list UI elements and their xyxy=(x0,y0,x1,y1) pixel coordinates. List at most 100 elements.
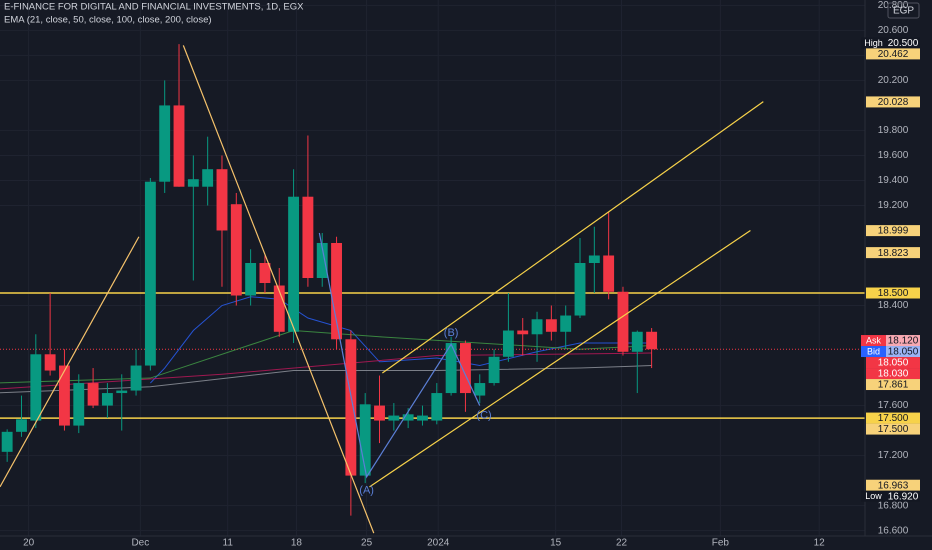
price-label: 18.050 xyxy=(888,347,919,358)
candle-body xyxy=(331,242,342,340)
price-tag-box xyxy=(861,37,886,49)
candle-body xyxy=(459,343,471,394)
candle-body xyxy=(187,179,199,187)
grid xyxy=(0,0,865,536)
candle-body xyxy=(245,262,257,296)
price-label: 20.500 xyxy=(888,38,919,49)
candle-body xyxy=(30,354,42,421)
indicator-legend: EMA (21, close, 50, close, 100, close, 2… xyxy=(4,15,212,26)
price-label-box xyxy=(866,423,920,435)
candle-body xyxy=(603,255,615,292)
candle-body xyxy=(59,365,70,426)
currency-box[interactable] xyxy=(887,2,920,19)
price-label-box xyxy=(866,479,920,491)
candle-body xyxy=(417,415,428,421)
price-label-box xyxy=(866,412,920,424)
price-tag-box xyxy=(861,346,886,358)
x-tick-label: 2024 xyxy=(427,538,450,549)
x-tick-label: 12 xyxy=(814,538,826,549)
plot-area: (A) (B) (C) xyxy=(0,44,865,534)
price-label: 18.030 xyxy=(878,369,909,380)
y-tick-label: 19.800 xyxy=(878,125,909,136)
y-tick-label: 18.400 xyxy=(878,300,909,311)
candle-body xyxy=(259,262,271,284)
candle-body xyxy=(173,105,185,187)
candle-body xyxy=(273,285,285,332)
candle-body xyxy=(388,415,400,421)
wave-label: (B) xyxy=(444,327,459,339)
price-label: 18.120 xyxy=(888,336,919,347)
candle-body xyxy=(502,330,514,357)
candle-body xyxy=(359,404,371,476)
price-label: 17.500 xyxy=(878,424,909,435)
candle-body xyxy=(144,181,156,366)
price-tag-box xyxy=(861,490,886,502)
price-label: 20.462 xyxy=(878,49,909,60)
y-tick-label: 20.800 xyxy=(878,0,909,11)
price-label-box xyxy=(866,379,920,391)
price-label-box xyxy=(866,368,920,380)
wave-label: (A) xyxy=(359,485,374,497)
y-tick-label: 17.200 xyxy=(878,450,909,461)
price-label-box xyxy=(866,96,920,108)
candle-body xyxy=(517,330,529,335)
price-label-box xyxy=(886,335,920,347)
price-label: 17.500 xyxy=(878,413,909,424)
price-tag-box xyxy=(861,335,886,347)
candle-body xyxy=(374,405,385,421)
price-label-box xyxy=(866,48,920,60)
x-tick-label: 11 xyxy=(223,538,234,549)
price-label-box xyxy=(886,490,920,502)
x-tick-label: 15 xyxy=(550,538,562,549)
trend-line xyxy=(318,232,481,479)
candle-body xyxy=(646,331,658,350)
candle-body xyxy=(545,319,557,332)
candle-body xyxy=(345,339,357,476)
x-tick-label: 25 xyxy=(361,538,373,549)
price-label-box xyxy=(866,357,920,369)
price-axis: 20.80020.60020.40020.20019.80019.60019.4… xyxy=(861,0,920,536)
candle-body xyxy=(202,169,214,187)
y-tick-label: 17.600 xyxy=(878,400,909,411)
y-tick-label: 16.800 xyxy=(878,500,909,511)
chart-title: E-FINANCE FOR DIGITAL AND FINANCIAL INVE… xyxy=(4,2,304,13)
candle-body xyxy=(474,383,486,396)
x-tick-label: Feb xyxy=(712,538,730,549)
y-tick-label: 19.200 xyxy=(878,200,909,211)
candle-body xyxy=(87,383,99,406)
candle-body xyxy=(574,262,586,316)
candle-body xyxy=(44,354,56,371)
y-tick-label: 16.600 xyxy=(878,525,909,536)
trend-line xyxy=(382,101,764,374)
price-label: 18.999 xyxy=(878,226,909,237)
price-tag: High xyxy=(864,38,883,48)
price-tag: Bid xyxy=(867,346,880,356)
candle-body xyxy=(288,196,300,332)
price-tag: Low xyxy=(865,491,882,501)
candle-body xyxy=(73,383,85,426)
candle-body xyxy=(445,343,457,394)
trend-line xyxy=(0,236,140,488)
price-label-box xyxy=(866,287,920,299)
price-label-box xyxy=(886,37,920,49)
candle-body xyxy=(130,365,142,391)
price-label-box xyxy=(866,225,920,237)
y-tick-label: 20.600 xyxy=(878,25,909,36)
price-tag: Ask xyxy=(866,335,882,345)
price-label: 17.861 xyxy=(878,380,909,391)
ema-line xyxy=(0,352,652,390)
currency[interactable]: EGP xyxy=(893,6,914,17)
price-label: 20.028 xyxy=(878,97,909,108)
ema-line xyxy=(0,365,652,394)
price-label: 18.823 xyxy=(878,248,909,259)
price-label-box xyxy=(866,247,920,259)
y-tick-label: 19.400 xyxy=(878,175,909,186)
y-tick-label: 20.200 xyxy=(878,75,909,86)
price-label-box xyxy=(886,346,920,358)
price-label: 16.963 xyxy=(878,480,909,491)
candle-body xyxy=(560,315,572,332)
trend-line xyxy=(369,229,751,488)
x-tick-label: Dec xyxy=(131,538,149,549)
